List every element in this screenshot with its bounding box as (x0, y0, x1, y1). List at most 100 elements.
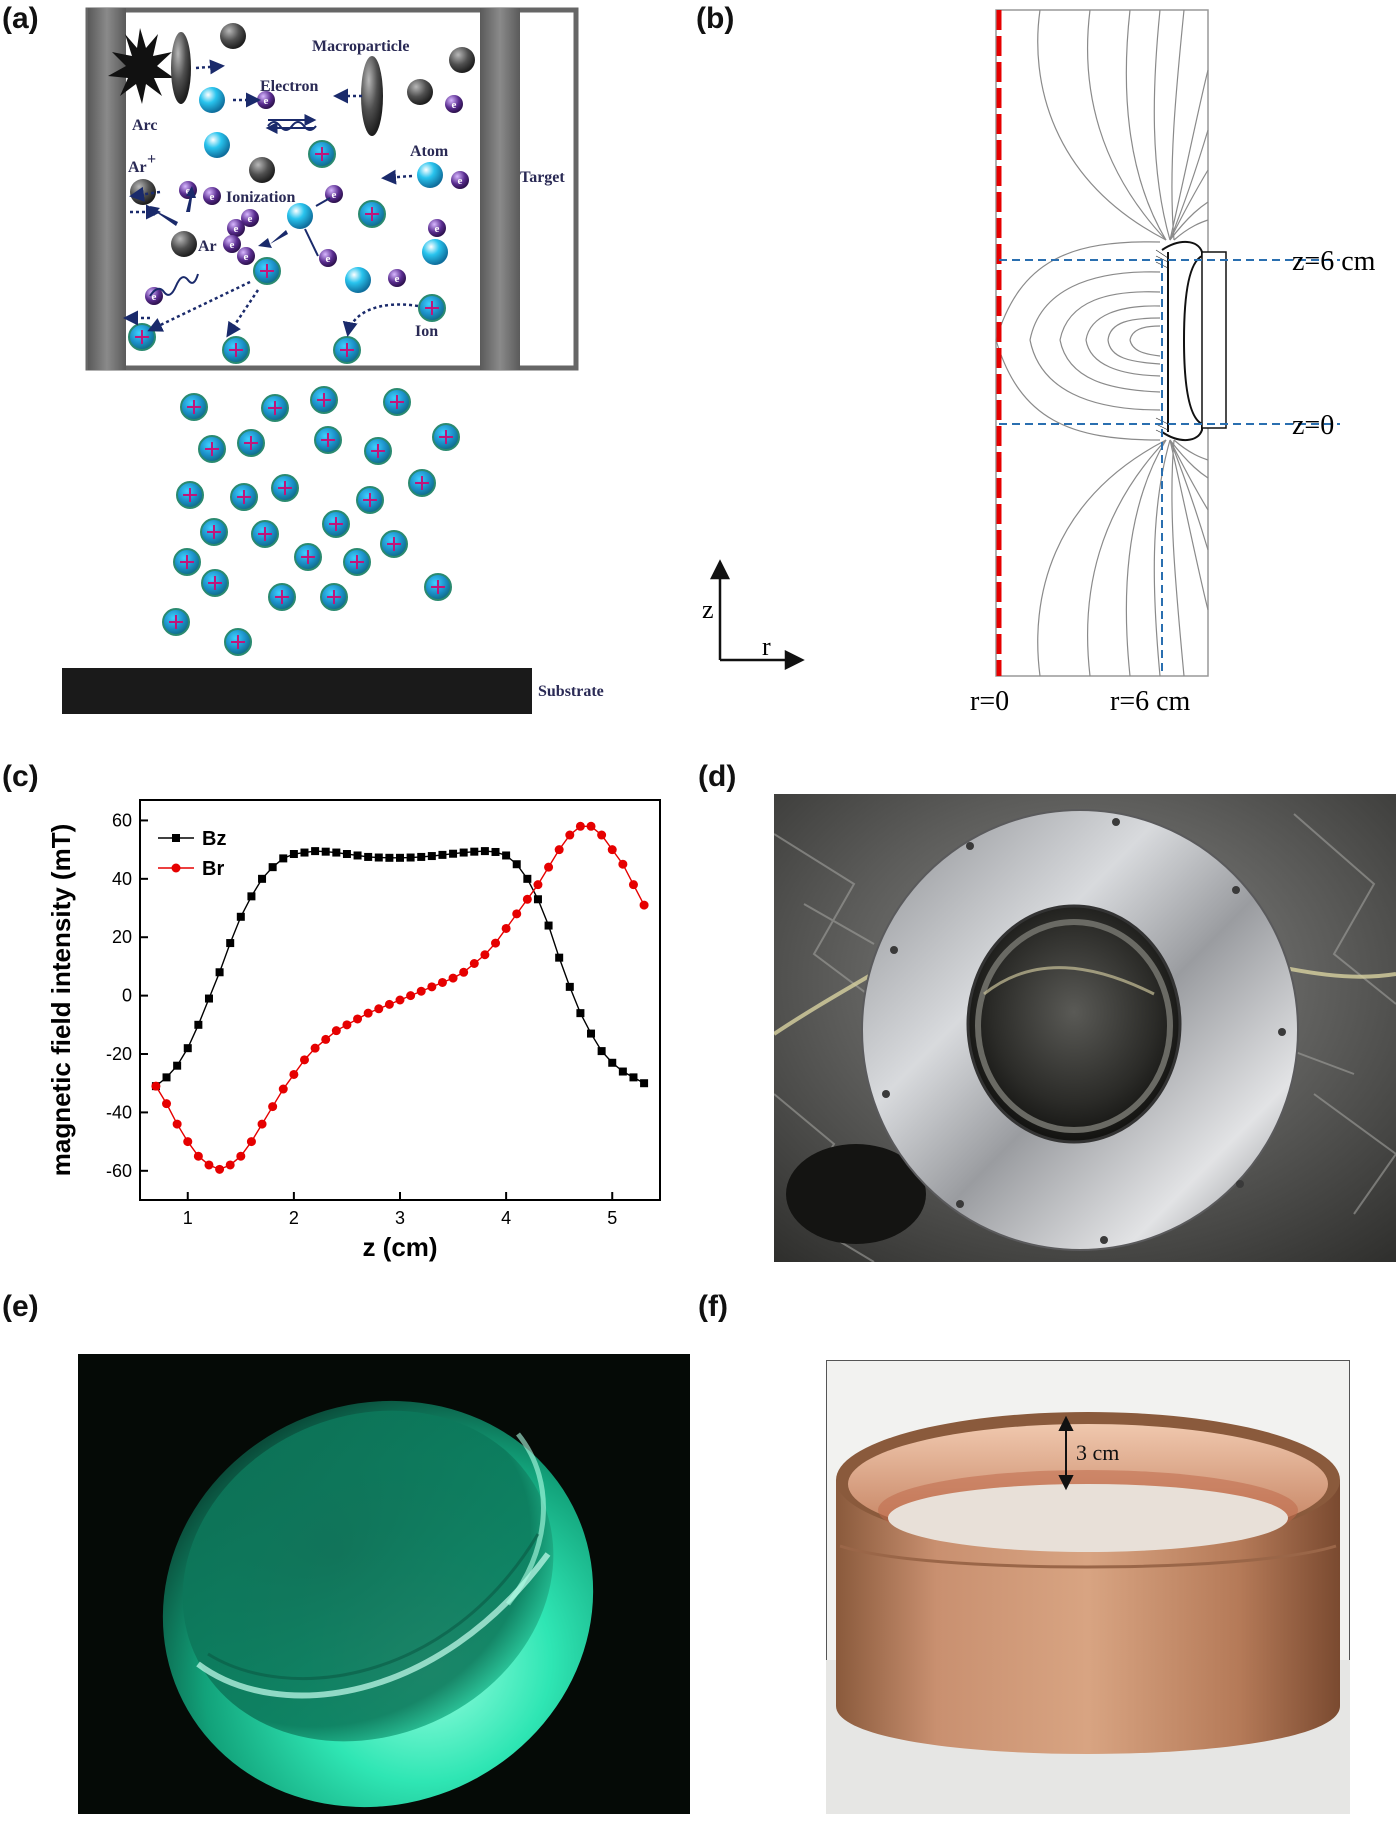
point-bz (289, 850, 298, 859)
z-top-label: z=6 cm (1292, 246, 1376, 277)
svg-text:e: e (395, 273, 400, 285)
point-br (544, 862, 554, 872)
svg-text:e: e (230, 239, 235, 251)
point-bz (226, 939, 235, 948)
point-bz (173, 1061, 182, 1070)
point-br (215, 1164, 225, 1174)
point-br (586, 821, 596, 831)
point-bz (364, 852, 373, 861)
point-br (321, 1034, 331, 1044)
panel-label-e: (e) (2, 1290, 39, 1323)
point-bz (629, 1073, 638, 1082)
point-br (384, 999, 394, 1009)
point-br (193, 1151, 203, 1161)
svg-text:Ar: Ar (198, 238, 217, 255)
point-br (342, 1020, 352, 1030)
diagram-a-labels: Macroparticle Electron Arc Atom Target A… (128, 38, 604, 700)
point-br (565, 830, 575, 840)
point-br (628, 880, 638, 890)
point-br (310, 1043, 320, 1053)
arc-spark-icon (108, 28, 174, 104)
point-br (289, 1069, 299, 1079)
point-br (639, 900, 649, 910)
point-bz (523, 874, 532, 883)
photo-plasma-glow (78, 1354, 690, 1814)
point-br (278, 1084, 288, 1094)
y-tick-label: -40 (106, 1102, 132, 1122)
svg-text:Ionization: Ionization (226, 189, 295, 206)
legend-marker (172, 834, 180, 842)
point-br (469, 959, 479, 969)
point-bz (247, 892, 256, 901)
svg-text:e: e (458, 175, 463, 187)
point-bz (406, 853, 415, 862)
svg-text:+: + (147, 151, 156, 168)
panel-label-c: (c) (2, 760, 39, 793)
point-bz (491, 847, 500, 856)
svg-text:e: e (264, 95, 269, 107)
y-tick-label: 20 (112, 927, 132, 947)
svg-text:Ar: Ar (128, 159, 147, 176)
legend-label-bz: Bz (202, 828, 226, 850)
point-br (533, 880, 543, 890)
point-bz (183, 1044, 192, 1053)
point-br (448, 973, 458, 983)
legend-label-br: Br (202, 858, 224, 880)
axis-z-label: z (702, 595, 714, 624)
point-bz (204, 994, 213, 1003)
svg-text:e: e (234, 223, 239, 235)
panel-label-d: (d) (698, 760, 737, 793)
y-tick-label: 40 (112, 869, 132, 889)
point-br (406, 991, 416, 1001)
point-br (299, 1055, 309, 1065)
point-bz (258, 874, 267, 883)
point-br (522, 894, 532, 904)
point-br (204, 1160, 214, 1170)
point-bz (555, 953, 564, 962)
svg-text:Substrate: Substrate (538, 683, 604, 700)
ion-plume (162, 386, 460, 656)
x-tick-label: 5 (607, 1208, 617, 1228)
photo-magnet-ring (774, 794, 1396, 1262)
point-bz (321, 847, 330, 856)
photo-copper-ring: 3 cm (826, 1360, 1350, 1814)
substrate-plate (62, 668, 532, 714)
point-br (575, 821, 585, 831)
point-bz (565, 982, 574, 991)
svg-text:e: e (244, 251, 249, 263)
point-br (597, 830, 607, 840)
y-tick-label: -20 (106, 1044, 132, 1064)
svg-text:e: e (186, 185, 191, 197)
point-br (225, 1160, 235, 1170)
point-br (268, 1102, 278, 1112)
r-six-label: r=6 cm (1110, 686, 1191, 717)
point-br (331, 1026, 341, 1036)
point-bz (342, 850, 351, 859)
x-tick-label: 4 (501, 1208, 511, 1228)
point-bz (576, 1009, 585, 1018)
point-bz (396, 853, 404, 862)
point-bz (640, 1079, 649, 1088)
point-bz (215, 968, 224, 977)
point-bz (438, 850, 447, 859)
point-bz (449, 849, 458, 858)
x-tick-label: 1 (183, 1208, 193, 1228)
y-tick-label: -60 (106, 1161, 132, 1181)
point-bz (311, 847, 320, 856)
point-bz (417, 852, 426, 861)
svg-text:Macroparticle: Macroparticle (312, 38, 409, 55)
point-bz (587, 1029, 596, 1038)
chart-x-label: z (cm) (362, 1232, 437, 1262)
point-br (395, 995, 405, 1005)
point-bz (618, 1067, 627, 1076)
svg-text:e: e (210, 191, 215, 203)
point-br (459, 967, 469, 977)
point-bz (470, 847, 479, 856)
point-br (353, 1014, 363, 1024)
svg-text:e: e (435, 223, 440, 235)
point-bz (374, 853, 383, 862)
point-bz (502, 851, 511, 860)
panel-label-a: (a) (2, 2, 39, 35)
point-br (363, 1008, 373, 1018)
x-tick-label: 2 (289, 1208, 299, 1228)
